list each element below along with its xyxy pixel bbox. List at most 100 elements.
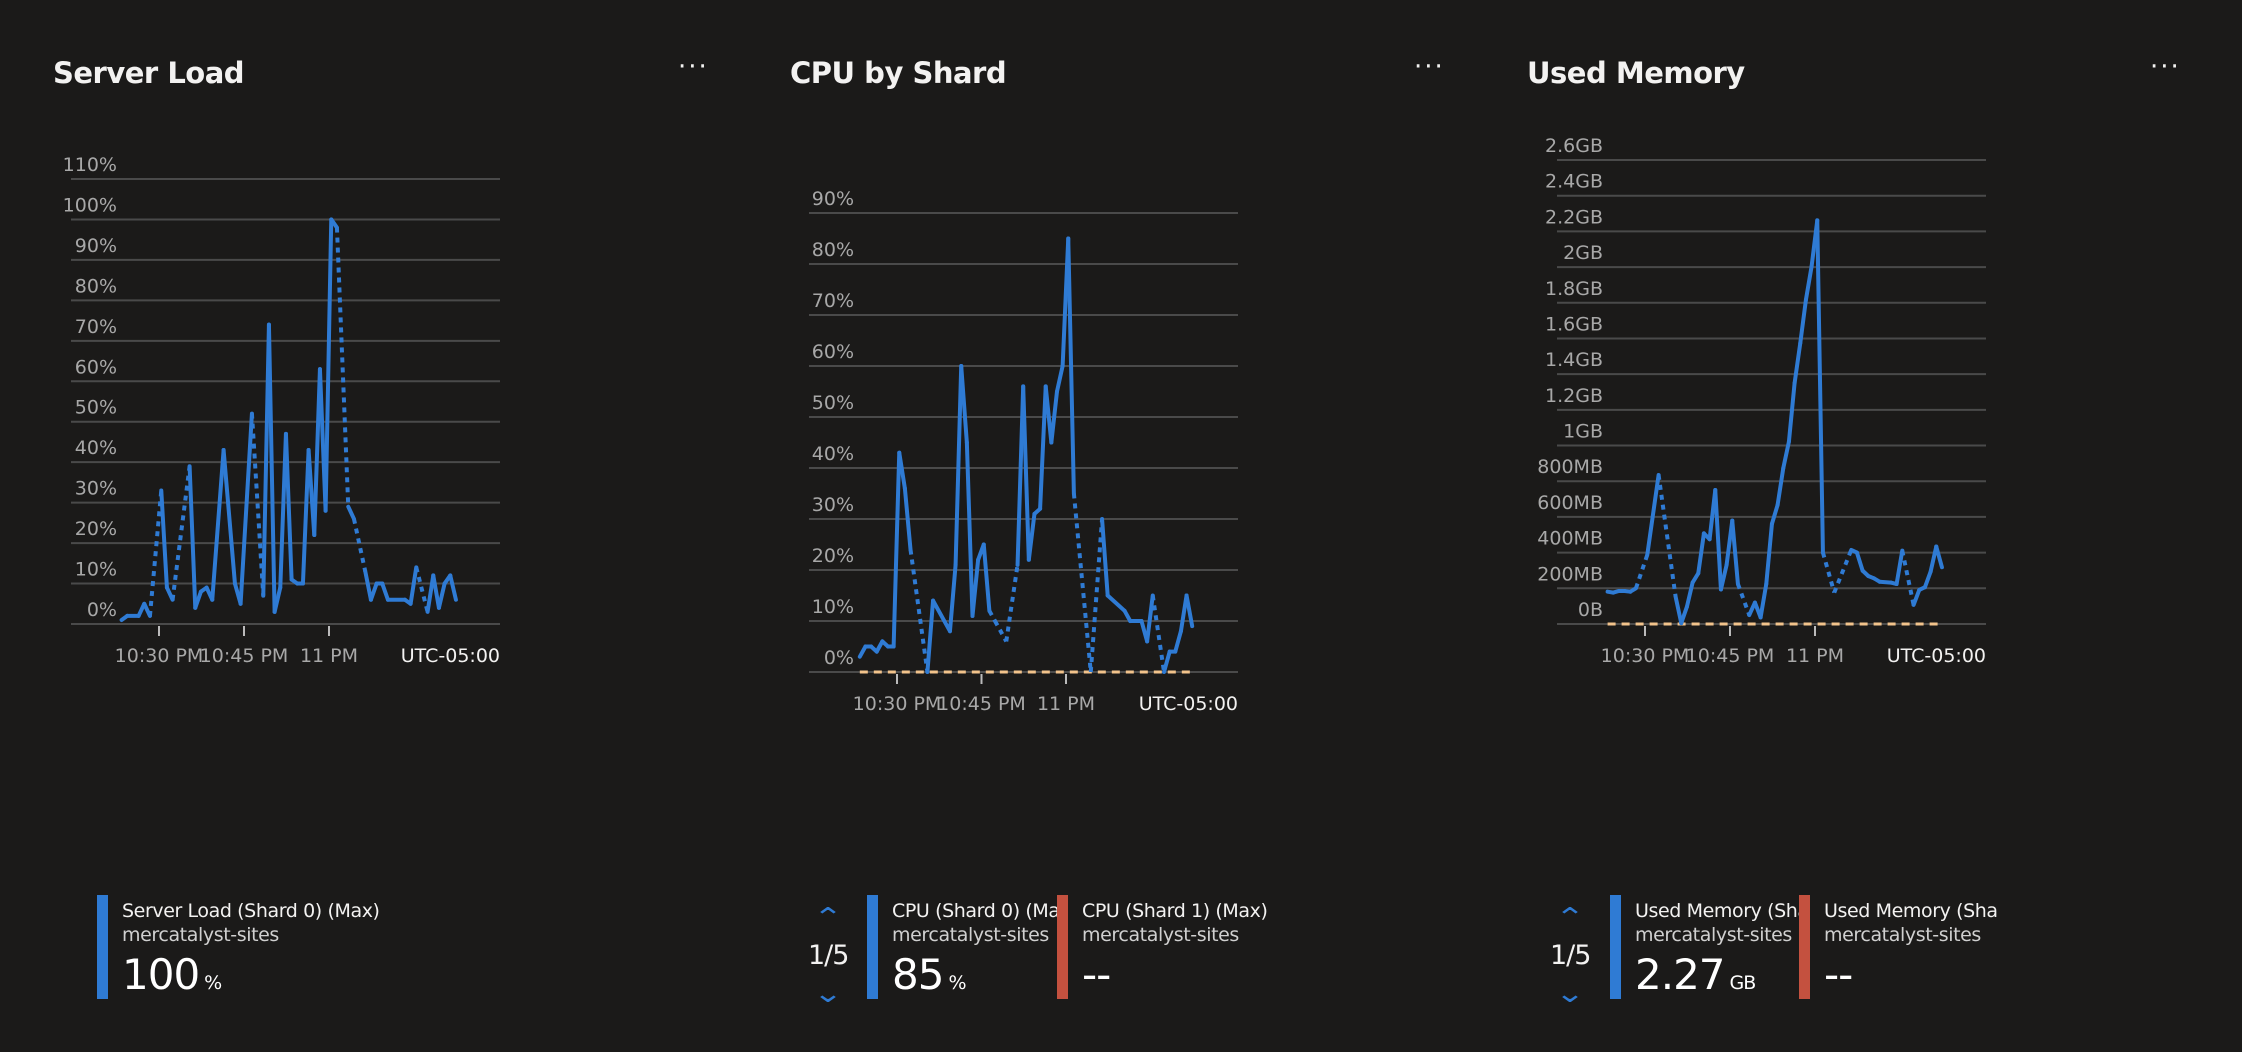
legend-unit: % [204,972,222,994]
y-tick-label: 70% [75,316,117,338]
series-segment [436,581,447,610]
y-tick-label: 20% [75,518,117,540]
series-segment [897,450,907,491]
series-segment [238,411,254,606]
y-tick-label: 1.6GB [1545,313,1603,335]
series-segment [1184,593,1195,629]
series-segment [329,217,339,230]
legend-item-memory-shard1[interactable]: Used Memory (Shard 1... mercatalyst-site… [1799,895,1999,999]
more-options-button[interactable]: ··· [678,52,709,82]
series-segment [981,542,992,613]
series-segment-dashed [1004,564,1020,642]
legend-item-server-load-shard0[interactable]: Server Load (Shard 0) (Max) mercatalyst-… [97,895,397,999]
series-segment-dashed [249,413,266,596]
series-segment [272,585,283,614]
x-tick-label: 10:30 PM [853,693,942,715]
legend-item-cpu-shard1[interactable]: CPU (Shard 1) (Max) mercatalyst-sites -- [1057,895,1267,999]
legend-resource-name: mercatalyst-sites [122,924,279,946]
y-tick-label: 1.4GB [1545,349,1603,371]
series-segment-dashed [414,566,430,613]
y-tick-label: 10% [812,596,854,618]
series-segment [312,367,322,537]
y-tick-label: 2.6GB [1545,135,1603,157]
chevron-down-icon[interactable]: ⌄ [812,979,844,1009]
y-tick-label: 800MB [1537,456,1603,478]
x-tick-label: 10:45 PM [200,645,289,667]
legend-color-bar [1610,895,1621,999]
series-segment [925,598,936,674]
legend-item-cpu-shard0[interactable]: CPU (Shard 0) (Max) mercatalyst-sites 85… [867,895,1067,999]
legend-color-bar [867,895,878,999]
more-options-button[interactable]: ··· [2150,52,2181,82]
series-segment [193,589,203,610]
timezone-label: UTC-05:00 [1139,693,1238,715]
y-tick-label: 70% [812,290,854,312]
y-tick-label: 80% [75,275,117,297]
legend-series-name: CPU (Shard 0) (Max) [892,900,1067,922]
y-tick-label: 30% [75,478,117,500]
series-segment [159,488,169,590]
legend-color-bar [1057,895,1068,999]
legend-value: 2.27 [1635,950,1726,999]
series-segment [323,217,334,513]
series-segment [1679,604,1689,626]
legend-value: 100 [122,950,200,999]
series-segment [891,450,902,649]
legend-resource-name: mercatalyst-sites [1635,924,1792,946]
series-segment-dashed [1900,550,1916,606]
series-segment [959,364,969,445]
y-tick-label: 40% [75,437,117,459]
series-segment [1854,550,1865,573]
y-tick-label: 80% [812,239,854,261]
legend-resource-name: mercatalyst-sites [892,924,1049,946]
series-segment [931,598,952,634]
series-segment [1922,569,1933,590]
chevron-up-icon[interactable]: ⌃ [1554,903,1586,933]
y-tick-label: 2GB [1563,242,1603,264]
panel-title-server-load: Server Load [53,56,245,90]
series-segment [1145,593,1155,644]
series-segment-dashed [1656,474,1678,597]
legend-series-name: Used Memory (Shard 1... [1824,900,1999,922]
series-segment [210,448,226,602]
y-tick-label: 200MB [1537,563,1603,585]
series-segment-dashed [1634,554,1650,589]
series-segment [448,573,458,602]
x-tick-label: 10:30 PM [115,645,204,667]
series-segment [1758,582,1769,620]
legend-resource-name: mercatalyst-sites [1082,924,1239,946]
chevron-down-icon[interactable]: ⌄ [1554,979,1586,1009]
series-segment-dashed [1071,493,1093,673]
series-segment [1934,544,1944,570]
series-segment [1764,521,1774,587]
more-options-button[interactable]: ··· [1414,52,1445,82]
series-segment [1781,439,1791,471]
series-segment [187,464,198,610]
series-segment [431,573,441,610]
legend-color-bar [1799,895,1810,999]
series-segment-dashed [334,227,351,507]
legend-page-count: 1/5 [1550,940,1591,971]
x-tick-label: 10:45 PM [937,693,1026,715]
x-tick-label: 11 PM [1037,693,1095,715]
series-segment [1066,236,1076,496]
series-segment [221,448,237,586]
legend-item-memory-shard0[interactable]: Used Memory (Shard 0... mercatalyst-site… [1610,895,1805,999]
y-tick-label: 60% [75,356,117,378]
legend-pager: ⌃ 1/5 ⌄ [808,905,849,1007]
series-segment [1673,594,1684,626]
series-segment [964,440,975,618]
series-segment [1173,629,1183,654]
legend-series-name: Server Load (Shard 0) (Max) [122,900,380,922]
series-segment [1105,593,1127,613]
y-tick-label: 90% [812,188,854,210]
x-tick-label: 10:30 PM [1601,645,1690,667]
series-segment [1021,384,1031,562]
series-segment [1769,502,1780,526]
series-segment [380,581,390,602]
panel-title-used-memory: Used Memory [1527,56,1745,90]
y-tick-label: 90% [75,235,117,257]
chevron-up-icon[interactable]: ⌃ [812,903,844,933]
legend-series-name: CPU (Shard 1) (Max) [1082,900,1267,922]
series-segment [1054,364,1065,394]
